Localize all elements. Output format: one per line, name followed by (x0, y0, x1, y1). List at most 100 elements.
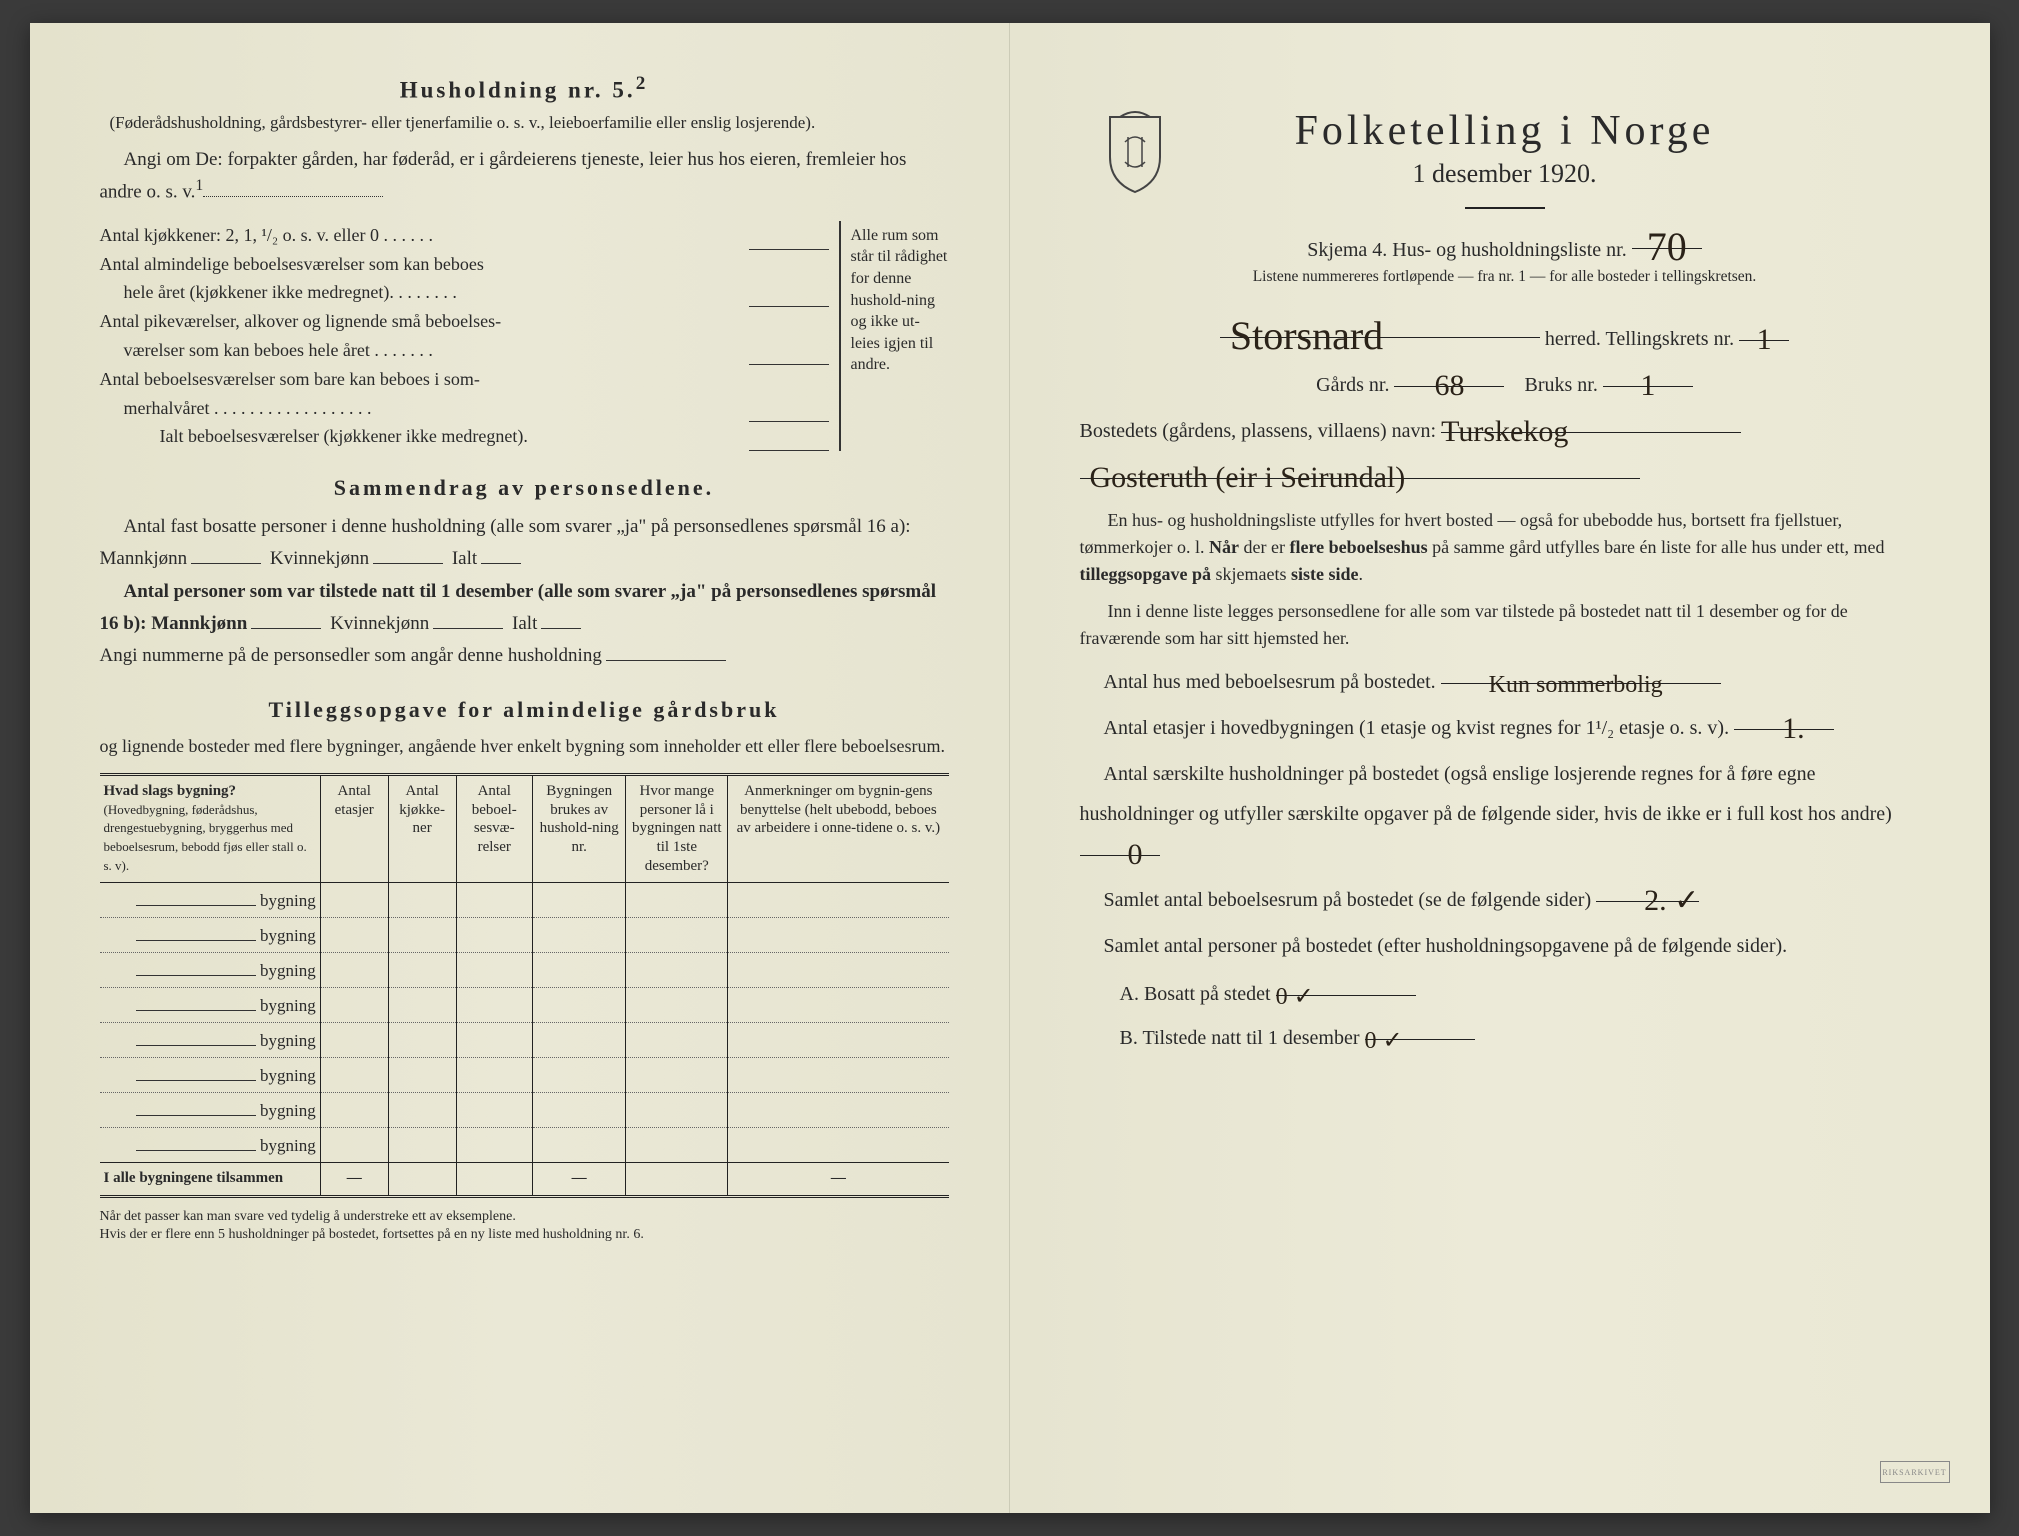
angi-num-line: Angi nummerne på de personsedler som ang… (100, 640, 949, 672)
sl2-ialt: Ialt (512, 613, 537, 634)
title-block: Folketelling i Norge 1 desember 1920. (1080, 107, 1930, 209)
cell (532, 1092, 625, 1127)
q4-label: Samlet antal beboelsesrum på bostedet (s… (1104, 889, 1592, 911)
cell (532, 1057, 625, 1092)
sl1-kv: Kvinnekjønn (270, 548, 369, 569)
qB-hw: 0 ✓ (1365, 1032, 1403, 1051)
angi-line: Angi om De: forpakter gården, har føderå… (100, 145, 949, 207)
herred-fill: Storsnard (1220, 316, 1540, 338)
cell (728, 1022, 949, 1057)
q2-fill: 1. (1734, 708, 1834, 730)
k-r4a: Antal beboelsesværelser som bare kan beb… (100, 365, 829, 394)
bruks-label: Bruks nr. (1524, 374, 1597, 396)
bosted-line: Bostedets (gårdens, plassens, villaens) … (1080, 411, 1930, 451)
cell (728, 1057, 949, 1092)
census-document: Husholdning nr. 5.2 (Føderådshusholdning… (30, 23, 1990, 1513)
total-dash: — (320, 1162, 388, 1196)
th7: Anmerkninger om bygnin-gens benyttelse (… (728, 774, 949, 882)
sl1-f2 (373, 545, 443, 564)
cell (456, 882, 532, 917)
total-label: I alle bygningene tilsammen (100, 1162, 321, 1196)
k-r3a: Antal pikeværelser, alkover og lignende … (100, 307, 829, 336)
cell (728, 1127, 949, 1162)
skjema-hw: 70 (1647, 231, 1687, 263)
th1a: Hvad slags bygning? (104, 783, 237, 799)
cell (456, 1057, 532, 1092)
bosted-hw2: Gosteruth (eir i Seirundal) (1080, 466, 1406, 490)
k-r4-fill (749, 394, 829, 423)
gards-label: Gårds nr. (1316, 374, 1389, 396)
k-r2a: Antal almindelige beboelsesværelser som … (100, 250, 829, 279)
sl1-f3 (481, 545, 521, 564)
herred-label: herred. Tellingskrets nr. (1545, 328, 1734, 350)
q1-label: Antal hus med beboelsesrum på bostedet. (1104, 671, 1436, 693)
sammen-line1: Antal fast bosatte personer i denne hush… (100, 511, 949, 576)
table-row: bygning (100, 1127, 949, 1162)
sammen-line2: Antal personer som var tilstede natt til… (100, 576, 949, 641)
cell (388, 1022, 456, 1057)
row-label: bygning (100, 1022, 321, 1057)
q5: Samlet antal personer på bostedet (efter… (1080, 926, 1930, 966)
table-row: bygning (100, 882, 949, 917)
cell (320, 1022, 388, 1057)
cell (456, 1092, 532, 1127)
cell (532, 952, 625, 987)
kitchen-block: Antal kjøkkener: 2, 1, ¹/₂ o. s. v. elle… (100, 221, 949, 451)
cell (388, 1057, 456, 1092)
k-r5-fill (749, 422, 829, 451)
q3: Antal særskilte husholdninger på bostede… (1080, 754, 1930, 874)
main-title: Folketelling i Norge (1080, 107, 1930, 155)
cell (320, 1057, 388, 1092)
q3-fill: 0 (1080, 834, 1160, 856)
cell (626, 917, 728, 952)
cell (626, 1127, 728, 1162)
coat-of-arms-icon (1100, 107, 1170, 197)
row-label: bygning (100, 917, 321, 952)
right-page: Folketelling i Norge 1 desember 1920. Sk… (1010, 23, 1990, 1513)
cell (320, 882, 388, 917)
table-total-row: I alle bygningene tilsammen — — — (100, 1162, 949, 1196)
q1: Antal hus med beboelsesrum på bostedet. … (1080, 662, 1930, 702)
cell (456, 987, 532, 1022)
kitchen-sidenote: Alle rum som står til rådighet for denne… (839, 221, 949, 451)
tillegg-table: Hvad slags bygning? (Hovedbygning, føder… (100, 773, 949, 1198)
cell (728, 1092, 949, 1127)
skjema-label: Skjema 4. Hus- og husholdningsliste nr. (1307, 239, 1626, 261)
qA-fill: 0 ✓ (1276, 974, 1416, 996)
title-rule (1465, 207, 1545, 209)
krets-fill: 1 (1739, 319, 1789, 341)
k-r2-fill (749, 278, 829, 307)
cell (626, 1092, 728, 1127)
cell (626, 1022, 728, 1057)
k-r4b: merhalvåret . . . . . . . . . . . . . . … (100, 394, 741, 423)
cell (532, 1127, 625, 1162)
cell (456, 1162, 532, 1196)
sl1-f1 (191, 545, 261, 564)
tillegg-heading: Tilleggsopgave for almindelige gårdsbruk (100, 697, 949, 723)
table-row: bygning (100, 1057, 949, 1092)
cell (388, 987, 456, 1022)
cell (626, 952, 728, 987)
cell (388, 952, 456, 987)
cell (626, 1057, 728, 1092)
th1b: (Hovedbygning, føderådshus, drengestueby… (104, 802, 307, 873)
cell (728, 882, 949, 917)
cell (388, 1092, 456, 1127)
angi-num-text: Angi nummerne på de personsedler som ang… (100, 645, 602, 666)
qB-fill: 0 ✓ (1365, 1018, 1475, 1040)
sl2-f3 (541, 610, 581, 629)
q2-label: Antal etasjer i hovedbygningen (1 etasje… (1104, 717, 1730, 739)
cell (320, 1092, 388, 1127)
cell (728, 917, 949, 952)
krets-hw: 1 (1757, 328, 1772, 352)
cell (456, 1022, 532, 1057)
gards-hw: 68 (1434, 374, 1464, 398)
sammendrag-heading: Sammendrag av personsedlene. (100, 475, 949, 501)
q1-hw: Kun sommerbolig (1465, 676, 1663, 695)
cell (626, 882, 728, 917)
cell (320, 1127, 388, 1162)
row-label: bygning (100, 882, 321, 917)
left-page: Husholdning nr. 5.2 (Føderådshusholdning… (30, 23, 1010, 1513)
q3-label: Antal særskilte husholdninger på bostede… (1080, 763, 1892, 825)
bosted-hw1: Turskekog (1441, 420, 1568, 444)
